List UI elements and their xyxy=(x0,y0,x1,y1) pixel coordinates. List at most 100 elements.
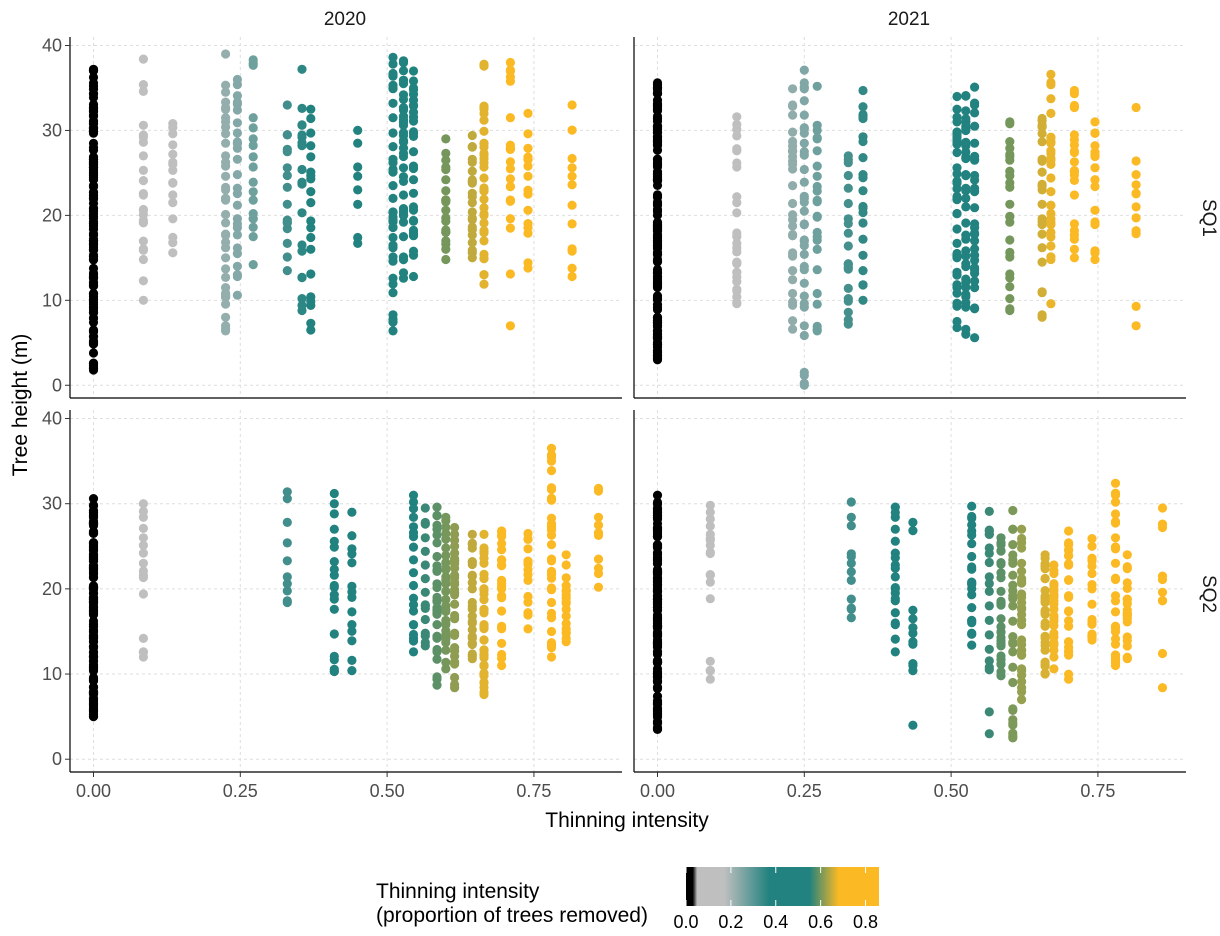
data-point xyxy=(1037,199,1047,209)
data-point xyxy=(652,518,663,529)
data-point xyxy=(297,130,307,140)
data-point xyxy=(1122,614,1132,624)
data-point xyxy=(1008,524,1018,534)
data-point xyxy=(984,601,994,611)
data-point xyxy=(1017,670,1027,680)
data-point xyxy=(441,236,451,246)
data-point xyxy=(1005,178,1015,188)
data-point xyxy=(138,589,148,599)
data-point xyxy=(479,126,489,136)
data-point xyxy=(523,556,533,566)
data-point xyxy=(732,243,742,253)
data-point xyxy=(479,635,489,645)
data-point xyxy=(88,494,99,504)
data-point xyxy=(1069,146,1079,156)
data-point xyxy=(232,223,242,233)
data-point xyxy=(479,649,489,659)
data-point xyxy=(970,98,980,108)
data-point xyxy=(306,223,316,233)
strip-label-sq2: SQ2 xyxy=(1198,575,1219,613)
data-point xyxy=(432,582,442,593)
data-point xyxy=(843,228,853,238)
data-point xyxy=(388,288,398,298)
data-point xyxy=(479,236,489,246)
data-point xyxy=(788,84,798,94)
data-point xyxy=(479,194,489,204)
data-point xyxy=(1046,208,1056,219)
data-point xyxy=(652,586,663,596)
data-point xyxy=(1046,155,1056,165)
data-point xyxy=(812,146,822,156)
data-point xyxy=(1087,599,1097,609)
data-point xyxy=(952,112,962,122)
data-point xyxy=(799,65,809,75)
data-point xyxy=(450,554,460,564)
data-point xyxy=(812,133,822,143)
data-point xyxy=(967,579,977,589)
data-point xyxy=(1037,156,1047,166)
data-point xyxy=(467,130,477,141)
data-point xyxy=(479,553,489,563)
data-point xyxy=(523,108,533,118)
data-point xyxy=(467,192,477,202)
data-point xyxy=(306,198,316,208)
data-point xyxy=(1087,534,1097,544)
data-point xyxy=(88,672,99,683)
data-point xyxy=(561,573,571,583)
data-point xyxy=(232,214,242,224)
data-point xyxy=(306,296,316,306)
data-point xyxy=(1017,650,1027,660)
data-point xyxy=(1049,664,1059,674)
data-point xyxy=(858,218,868,228)
data-point xyxy=(88,542,99,552)
data-point xyxy=(505,174,515,184)
data-point xyxy=(1122,632,1132,642)
data-point xyxy=(799,330,809,341)
data-point xyxy=(88,348,99,358)
data-point xyxy=(221,299,231,309)
data-point xyxy=(858,173,868,183)
data-point xyxy=(1005,212,1015,222)
data-point xyxy=(952,91,962,102)
y-tick-label: 20 xyxy=(42,579,62,599)
data-point xyxy=(1005,247,1015,257)
data-point xyxy=(705,674,715,684)
data-point xyxy=(788,101,798,111)
data-point xyxy=(221,87,231,97)
data-point xyxy=(970,175,980,185)
data-point xyxy=(1122,641,1132,651)
data-point xyxy=(1069,89,1079,99)
data-point xyxy=(952,176,962,186)
data-point xyxy=(329,499,339,509)
data-point xyxy=(561,586,571,596)
data-point xyxy=(561,593,571,603)
data-point xyxy=(858,295,868,305)
data-point xyxy=(788,221,798,231)
data-point xyxy=(523,565,533,575)
data-point xyxy=(890,608,900,618)
data-point xyxy=(388,113,398,123)
data-point xyxy=(432,502,442,512)
data-point xyxy=(441,155,451,165)
data-point xyxy=(652,176,663,186)
data-point xyxy=(1040,573,1050,584)
data-point xyxy=(970,138,980,148)
data-point xyxy=(1122,594,1132,605)
data-point xyxy=(398,190,409,200)
data-point xyxy=(996,614,1006,624)
data-point xyxy=(282,130,292,140)
data-point xyxy=(546,456,557,466)
data-point xyxy=(1087,561,1097,571)
data-point xyxy=(1069,100,1079,111)
data-point xyxy=(408,147,419,157)
data-point xyxy=(561,633,571,644)
data-point xyxy=(282,517,292,528)
data-point xyxy=(88,339,99,349)
data-point xyxy=(1122,605,1132,615)
data-point xyxy=(138,86,148,96)
data-point xyxy=(908,526,918,536)
data-point xyxy=(347,558,357,568)
data-point xyxy=(138,558,148,568)
color-legend: Thinning intensity (proportion of trees … xyxy=(376,867,879,932)
data-point xyxy=(353,171,363,181)
